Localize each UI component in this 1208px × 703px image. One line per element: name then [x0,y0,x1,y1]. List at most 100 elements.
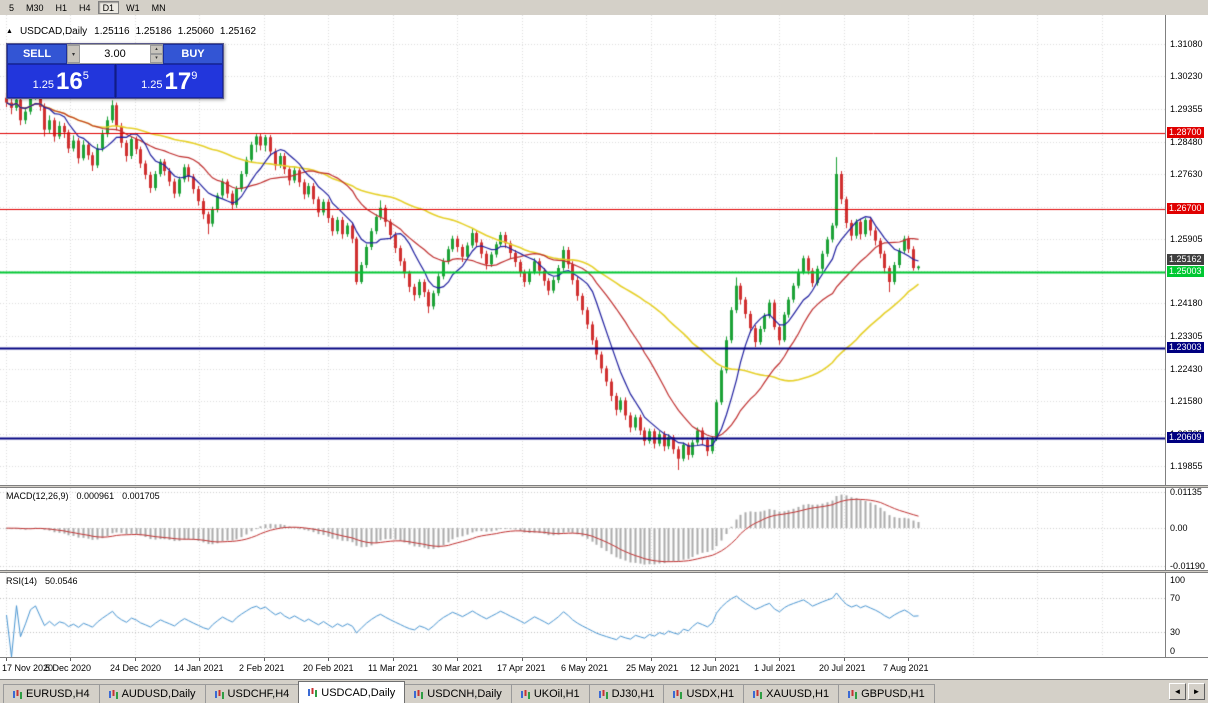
tab-label: DJ30,H1 [611,688,655,700]
axis-label: 1.31080 [1170,39,1203,49]
x-axis-tick [844,658,845,661]
x-axis-label: 5 Dec 2020 [45,663,92,673]
chart-tab-usdcad-daily[interactable]: USDCAD,Daily [298,681,406,703]
x-axis-label: 2 Feb 2021 [239,663,285,673]
trade-prices-row: 1.25 16 5 1.25 17 9 [7,64,223,98]
buy-price-point: 9 [191,70,198,82]
volume-down-button[interactable]: ▾ [150,54,163,63]
axis-label: 1.22430 [1170,364,1203,374]
x-axis-tick [457,658,458,661]
tabs-scroll-right-button[interactable]: ► [1188,683,1205,700]
macd-name: MACD(12,26,9) [6,491,69,501]
chart-window: ▲ USDCAD,Daily 1.25116 1.25186 1.25060 1… [0,15,1208,679]
volume-decrease-button[interactable]: ▾ [67,45,80,63]
tab-label: UKOil,H1 [533,688,580,700]
chart-symbol-label: USDCAD,Daily [19,26,88,37]
price-axis: 1.31080 1.30230 1.29355 1.28480 1.27630 1.267… [1165,15,1208,657]
x-axis-label: 30 Mar 2021 [432,663,483,673]
axis-label: 1.25905 [1170,234,1203,244]
tab-label: USDCHF,H4 [227,688,290,700]
open-value: 1.25116 [94,26,130,37]
tab-scroll-controls: ◄ ► [1169,683,1205,700]
chart-tab-gbpusd-h1[interactable]: GBPUSD,H1 [838,684,935,703]
tab-label: USDX,H1 [686,688,735,700]
trade-controls-row: SELL ▾ ▴ ▾ BUY [7,44,223,64]
x-axis-label: 6 May 2021 [561,663,609,673]
tab-label: XAUUSD,H1 [766,688,830,700]
chart-tab-eurusd-h4[interactable]: EURUSD,H4 [3,684,100,703]
volume-input[interactable] [80,45,150,63]
chart-tab-xauusd-h1[interactable]: XAUUSD,H1 [743,684,840,703]
price-tag: 1.26700 [1167,203,1204,214]
volume-up-button[interactable]: ▴ [150,45,163,54]
timeframe-button-d1[interactable]: D1 [97,1,120,14]
chart-tabs: EURUSD,H4 AUDUSD,Daily USDCHF,H4 USDCAD,Dai… [3,681,935,703]
timeframe-button-w1[interactable]: W1 [126,3,140,13]
x-axis-label: 7 Aug 2021 [883,663,929,673]
axis-label: 1.28480 [1170,137,1203,147]
candlestick-chart-icon [414,689,424,699]
x-axis-label: 11 Mar 2021 [368,663,418,673]
x-axis-label: 17 Nov 2020 [2,663,54,673]
x-axis-tick [715,658,716,661]
timeframe-button-mn[interactable]: MN [151,3,166,13]
x-axis-tick [779,658,780,661]
macd-label: MACD(12,26,9) 0.000961 0.001705 [6,491,160,501]
buy-button[interactable]: BUY [163,44,223,64]
x-axis-tick [70,658,71,661]
price-tag: 1.25162 [1167,254,1204,265]
chart-tab-usdx-h1[interactable]: USDX,H1 [663,684,745,703]
axis-label: 0.00 [1170,523,1188,533]
tabs-scroll-left-button[interactable]: ◄ [1169,683,1186,700]
panel-splitter[interactable] [0,485,1208,488]
price-tag: 1.23003 [1167,342,1204,353]
candlestick-chart-icon [214,689,224,699]
sell-price-prefix: 1.25 [32,79,55,91]
macd-panel-canvas[interactable] [0,488,1165,570]
x-axis-tick [908,658,909,661]
chart-tab-usdcnh-daily[interactable]: USDCNH,Daily [404,684,512,703]
chart-tab-ukoil-h1[interactable]: UKOil,H1 [510,684,590,703]
low-value: 1.25060 [177,26,214,37]
candlestick-chart-icon [673,689,683,699]
tab-label: AUDUSD,Daily [121,688,196,700]
axis-label: 1.29355 [1170,104,1203,114]
candlestick-chart-icon [753,689,763,699]
x-axis-label: 25 May 2021 [626,663,679,673]
volume-control: ▾ ▴ ▾ [67,44,163,64]
x-axis-tick [328,658,329,661]
chart-tab-dj30-h1[interactable]: DJ30,H1 [588,684,665,703]
price-tag: 1.20609 [1167,432,1204,443]
x-axis-tick [393,658,394,661]
x-axis-label: 20 Jul 2021 [819,663,866,673]
macd-value-1: 0.000961 [76,491,115,501]
price-tag: 1.25003 [1167,266,1204,277]
x-axis-label: 20 Feb 2021 [303,663,354,673]
axis-label: 1.24180 [1170,298,1203,308]
x-axis-tick [522,658,523,661]
chart-tab-usdchf-h4[interactable]: USDCHF,H4 [204,684,300,703]
axis-label: 0.01135 [1170,487,1202,497]
timeframe-button-5[interactable]: 5 [9,3,15,13]
chart-tab-bar: EURUSD,H4 AUDUSD,Daily USDCHF,H4 USDCAD,Dai… [0,679,1208,703]
chart-tab-audusd-daily[interactable]: AUDUSD,Daily [98,684,206,703]
x-axis-tick [651,658,652,661]
axis-label: -0.01190 [1170,561,1205,571]
sell-button[interactable]: SELL [7,44,67,64]
x-axis-tick [135,658,136,661]
buy-price-display[interactable]: 1.25 17 9 [115,64,223,98]
rsi-value: 50.0546 [45,576,78,586]
axis-label: 1.23305 [1170,331,1203,341]
rsi-panel-canvas[interactable] [0,573,1165,657]
timeframe-button-h4[interactable]: H4 [79,3,91,13]
sell-price-display[interactable]: 1.25 16 5 [7,64,115,98]
x-axis-label: 17 Apr 2021 [497,663,546,673]
x-axis-tick [586,658,587,661]
high-value: 1.25186 [135,26,172,37]
timeframe-button-h1[interactable]: H1 [55,3,68,13]
triangle-icon: ▲ [6,27,13,35]
panel-splitter[interactable] [0,570,1208,573]
timeframe-button-m30[interactable]: M30 [26,3,44,13]
one-click-trading-panel: SELL ▾ ▴ ▾ BUY 1.25 16 5 1 [6,43,224,99]
